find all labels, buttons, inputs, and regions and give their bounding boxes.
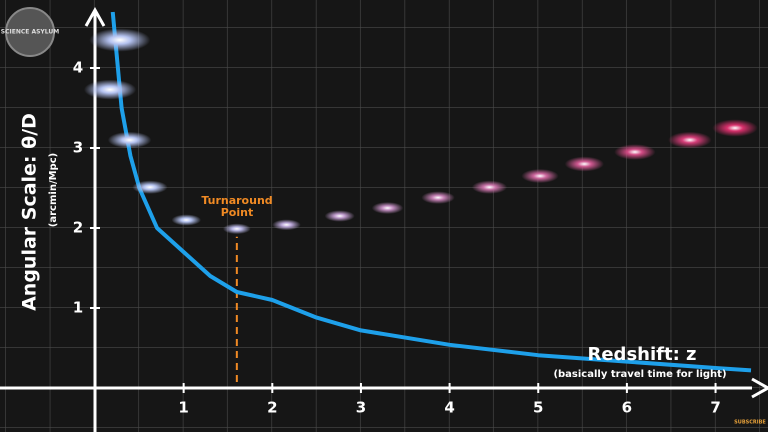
galaxy bbox=[421, 191, 455, 204]
y-axis-arrow bbox=[84, 6, 106, 27]
subscribe-button[interactable]: SUBSCRIBE bbox=[734, 420, 766, 426]
annotation: Point bbox=[221, 206, 253, 219]
x-axis-note: (basically travel time for light) bbox=[553, 369, 726, 380]
x-axis-arrow bbox=[751, 377, 768, 399]
galaxy bbox=[222, 223, 251, 235]
annotation: Turnaround bbox=[201, 194, 272, 207]
galaxy bbox=[521, 168, 559, 184]
y-tick-label: 4 bbox=[73, 59, 83, 77]
galaxy bbox=[89, 28, 151, 52]
galaxy bbox=[371, 202, 404, 214]
galaxy bbox=[668, 131, 712, 149]
x-tick-label: 3 bbox=[356, 399, 366, 417]
galaxy bbox=[712, 119, 758, 137]
y-tick-label: 1 bbox=[73, 299, 83, 317]
galaxy bbox=[564, 156, 604, 172]
x-tick-label: 7 bbox=[710, 399, 720, 417]
galaxy bbox=[614, 144, 656, 160]
x-tick-label: 1 bbox=[178, 399, 188, 417]
x-tick-label: 4 bbox=[444, 399, 454, 417]
galaxy bbox=[107, 131, 152, 149]
logo-text: SCIENCE ASYLUM bbox=[1, 29, 59, 36]
galaxy bbox=[171, 214, 202, 226]
galaxy bbox=[471, 180, 508, 194]
y-tick-label: 3 bbox=[73, 139, 83, 157]
galaxy bbox=[132, 180, 168, 194]
galaxy bbox=[272, 219, 301, 231]
galaxy bbox=[83, 79, 137, 100]
x-tick-label: 2 bbox=[267, 399, 277, 417]
x-tick-label: 6 bbox=[622, 399, 632, 417]
x-tick-label: 5 bbox=[533, 399, 543, 417]
y-axis-label: Angular Scale: θ/D bbox=[19, 113, 41, 311]
galaxy bbox=[324, 210, 355, 222]
logo: SCIENCE ASYLUM bbox=[1, 7, 59, 57]
y-tick-label: 2 bbox=[73, 219, 83, 237]
y-axis-units: (arcmin/Mpc) bbox=[48, 153, 59, 227]
x-axis-label: Redshift: z bbox=[587, 344, 696, 365]
